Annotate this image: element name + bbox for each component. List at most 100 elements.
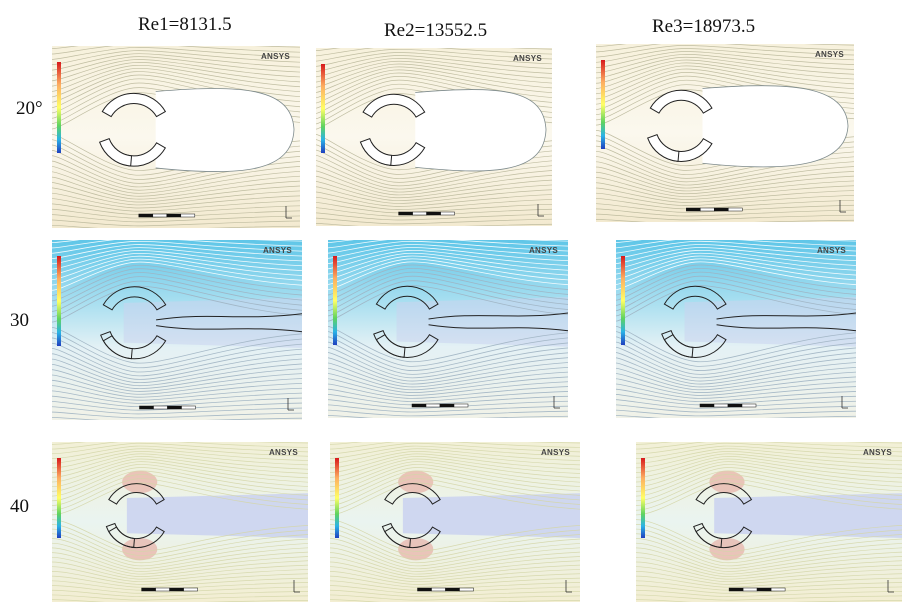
streamline bbox=[596, 166, 854, 192]
scale-bar bbox=[398, 211, 455, 216]
rotor-blade bbox=[661, 330, 694, 358]
streamline bbox=[316, 212, 552, 221]
streamline bbox=[52, 542, 308, 570]
streamline bbox=[330, 524, 580, 556]
streamline bbox=[52, 62, 300, 87]
streamline bbox=[52, 482, 308, 516]
streamline bbox=[328, 373, 568, 393]
pressure-zone-bottom bbox=[709, 538, 745, 561]
streamline bbox=[616, 267, 856, 301]
streamline bbox=[52, 208, 300, 219]
separation-line bbox=[156, 313, 302, 321]
streamlines bbox=[52, 240, 302, 420]
streamline bbox=[616, 258, 856, 285]
streamline bbox=[596, 56, 854, 79]
scale-bar bbox=[139, 405, 196, 410]
separation-line bbox=[156, 325, 302, 333]
streamline bbox=[52, 575, 308, 588]
streamline bbox=[330, 448, 580, 464]
streamline bbox=[52, 247, 302, 265]
streamline bbox=[616, 409, 856, 417]
streamline bbox=[316, 223, 552, 226]
streamline bbox=[52, 272, 302, 307]
streamline bbox=[52, 268, 302, 302]
scale-bar bbox=[728, 587, 786, 592]
row-label-40: 40 bbox=[10, 496, 29, 517]
column-title-re2: Re2=13552.5 bbox=[384, 20, 488, 41]
streamline bbox=[616, 378, 856, 396]
streamline-panel-row2-col3: ANSYS bbox=[616, 240, 856, 418]
streamline bbox=[52, 285, 302, 323]
streamline bbox=[52, 411, 302, 419]
streamline bbox=[330, 456, 580, 478]
rotor-blade bbox=[647, 134, 680, 162]
scale-bar bbox=[699, 403, 757, 408]
streamlines bbox=[636, 442, 902, 602]
streamline bbox=[636, 542, 902, 570]
pressure-zone-top bbox=[122, 470, 158, 494]
streamline bbox=[616, 271, 856, 306]
streamline bbox=[52, 556, 308, 577]
streamline-panel-row2-col1: ANSYS bbox=[52, 240, 302, 420]
streamline bbox=[52, 250, 302, 270]
streamline bbox=[636, 470, 902, 502]
streamline bbox=[636, 442, 902, 445]
streamline bbox=[52, 337, 302, 373]
streamline bbox=[596, 68, 854, 100]
streamline bbox=[596, 171, 854, 195]
pressure-zone-top bbox=[398, 470, 434, 494]
streamline bbox=[52, 252, 302, 275]
streamline bbox=[52, 406, 302, 415]
streamline bbox=[616, 255, 856, 280]
streamline bbox=[316, 181, 552, 201]
streamline bbox=[636, 482, 902, 516]
streamline bbox=[316, 191, 552, 207]
streamline bbox=[52, 71, 300, 103]
rotor-blade bbox=[108, 483, 165, 505]
streamline bbox=[596, 62, 854, 89]
rotor-blade bbox=[649, 89, 713, 114]
streamline-panel-row3-col2: ANSYS bbox=[330, 442, 580, 602]
streamline bbox=[616, 244, 856, 259]
streamlines bbox=[330, 442, 580, 602]
streamline bbox=[330, 467, 580, 497]
streamline bbox=[596, 219, 854, 222]
streamline bbox=[52, 464, 308, 492]
streamline bbox=[616, 331, 856, 367]
streamline bbox=[52, 470, 308, 502]
streamline bbox=[636, 538, 902, 567]
rotor-blade bbox=[375, 285, 439, 310]
streamline bbox=[636, 561, 902, 580]
streamline bbox=[316, 60, 552, 83]
rotor-blade bbox=[381, 522, 412, 549]
streamline bbox=[52, 67, 300, 98]
streamline bbox=[330, 478, 580, 511]
streamline bbox=[316, 55, 552, 72]
streamline bbox=[52, 390, 302, 404]
streamline bbox=[596, 44, 854, 53]
rotor-blade bbox=[695, 483, 753, 505]
streamline bbox=[328, 331, 568, 367]
streamline bbox=[636, 474, 902, 506]
streamline bbox=[52, 461, 308, 488]
streamline bbox=[616, 399, 856, 409]
streamline bbox=[616, 346, 856, 379]
streamline bbox=[316, 66, 552, 93]
turbine-rotor bbox=[647, 89, 713, 162]
streamline bbox=[316, 69, 552, 99]
streamline-panel-row1-col3: ANSYS bbox=[596, 44, 854, 222]
streamline bbox=[52, 519, 308, 552]
streamline-plot bbox=[616, 240, 856, 418]
streamline bbox=[596, 156, 854, 186]
streamline bbox=[316, 63, 552, 88]
streamline bbox=[52, 358, 302, 387]
axis-triad bbox=[553, 396, 560, 409]
streamline bbox=[328, 399, 568, 409]
streamline bbox=[52, 442, 308, 445]
recirculation-bubble bbox=[702, 85, 849, 168]
streamline bbox=[616, 325, 856, 363]
streamline bbox=[328, 414, 568, 418]
pressure-zone-bottom bbox=[398, 538, 434, 561]
streamline bbox=[330, 599, 580, 602]
streamline bbox=[328, 261, 568, 291]
